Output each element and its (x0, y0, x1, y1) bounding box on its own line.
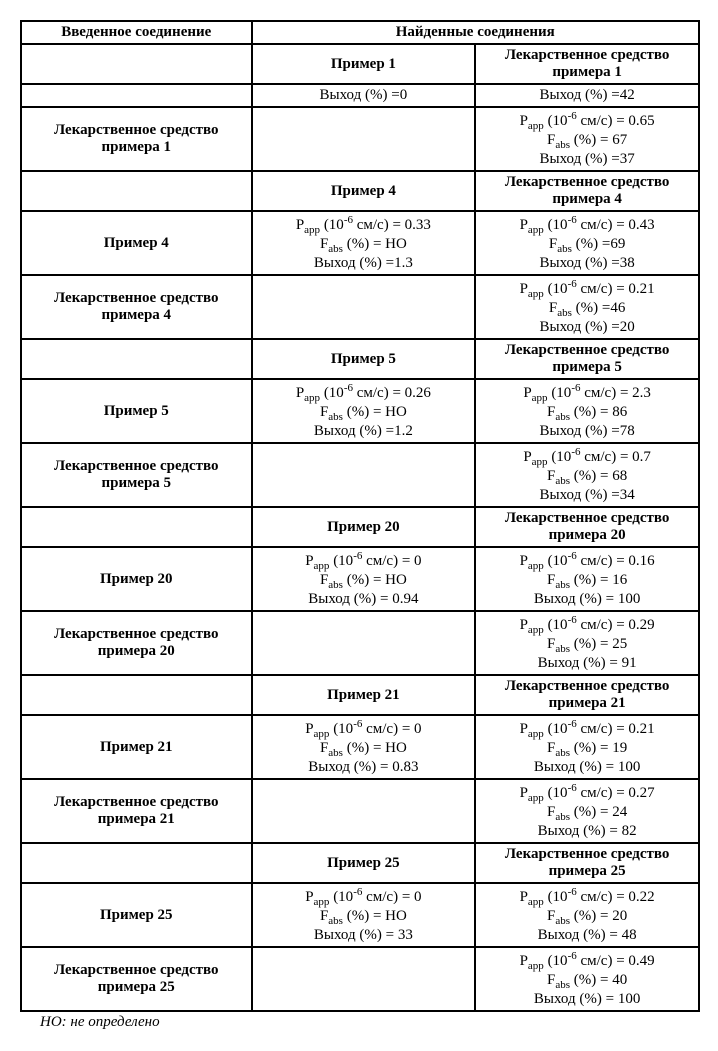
cell-col2: Papp (10-6 см/с) = 0.21Fabs (%) =46Выход… (475, 275, 699, 339)
section-col1-header: Пример 5 (252, 339, 476, 379)
section-col1-header: Пример 21 (252, 675, 476, 715)
row-label: Лекарственное средство примера 20 (21, 611, 252, 675)
row-label: Пример 4 (21, 211, 252, 275)
cell-col1: Выход (%) =0 (252, 84, 476, 107)
header-found: Найденные соединения (252, 21, 699, 44)
cell-col1 (252, 779, 476, 843)
row-label: Лекарственное средство примера 5 (21, 443, 252, 507)
section-header-row: Пример 21Лекарственное средство примера … (21, 675, 699, 715)
cell-col1: Papp (10-6 см/с) = 0Fabs (%) = НОВыход (… (252, 547, 476, 611)
section-header-blank (21, 507, 252, 547)
section-col2-header: Лекарственное средство примера 25 (475, 843, 699, 883)
cell-col2: Papp (10-6 см/с) = 0.29Fabs (%) = 25Выхо… (475, 611, 699, 675)
cell-col2: Papp (10-6 см/с) = 0.16Fabs (%) = 16Выхо… (475, 547, 699, 611)
header-introduced: Введенное соединение (21, 21, 252, 44)
table-row: Лекарственное средство примера 4 Papp (10… (21, 275, 699, 339)
cell-col2: Papp (10-6 см/с) = 0.27Fabs (%) = 24Выхо… (475, 779, 699, 843)
table-row: Пример 20Papp (10-6 см/с) = 0Fabs (%) = … (21, 547, 699, 611)
section-col2-header: Лекарственное средство примера 20 (475, 507, 699, 547)
cell-col1 (252, 947, 476, 1011)
row-label: Лекарственное средство примера 1 (21, 107, 252, 171)
table-row: Лекарственное средство примера 1 Papp (10… (21, 107, 699, 171)
section-header-blank (21, 675, 252, 715)
row-label: Пример 25 (21, 883, 252, 947)
section-col2-header: Лекарственное средство примера 1 (475, 44, 699, 84)
table-row: Выход (%) =0Выход (%) =42 (21, 84, 699, 107)
row-label: Пример 21 (21, 715, 252, 779)
cell-col2: Papp (10-6 см/с) = 0.43Fabs (%) =69Выход… (475, 211, 699, 275)
row-label: Лекарственное средство примера 25 (21, 947, 252, 1011)
cell-col1 (252, 611, 476, 675)
section-header-row: Пример 1Лекарственное средство примера 1 (21, 44, 699, 84)
cell-col2: Papp (10-6 см/с) = 0.7Fabs (%) = 68Выход… (475, 443, 699, 507)
table-row: Пример 25Papp (10-6 см/с) = 0Fabs (%) = … (21, 883, 699, 947)
section-header-row: Пример 25Лекарственное средство примера … (21, 843, 699, 883)
footnote: НО: не определено (20, 1014, 698, 1031)
section-header-blank (21, 843, 252, 883)
row-label: Лекарственное средство примера 21 (21, 779, 252, 843)
table-row: Пример 21Papp (10-6 см/с) = 0Fabs (%) = … (21, 715, 699, 779)
section-col1-header: Пример 25 (252, 843, 476, 883)
row-label (21, 84, 252, 107)
table-row: Лекарственное средство примера 5 Papp (10… (21, 443, 699, 507)
section-header-row: Пример 4Лекарственное средство примера 4 (21, 171, 699, 211)
compounds-table: Введенное соединение Найденные соединени… (20, 20, 700, 1012)
cell-col2: Papp (10-6 см/с) = 0.65Fabs (%) = 67Выхо… (475, 107, 699, 171)
cell-col1: Papp (10-6 см/с) = 0Fabs (%) = НОВыход (… (252, 715, 476, 779)
section-col1-header: Пример 1 (252, 44, 476, 84)
row-label: Лекарственное средство примера 4 (21, 275, 252, 339)
table-body: Пример 1Лекарственное средство примера 1… (21, 44, 699, 1011)
table-row: Пример 4Papp (10-6 см/с) = 0.33Fabs (%) … (21, 211, 699, 275)
cell-col2: Papp (10-6 см/с) = 0.22Fabs (%) = 20Выхо… (475, 883, 699, 947)
row-label: Пример 20 (21, 547, 252, 611)
section-header-blank (21, 44, 252, 84)
section-col1-header: Пример 20 (252, 507, 476, 547)
row-label: Пример 5 (21, 379, 252, 443)
cell-col2: Выход (%) =42 (475, 84, 699, 107)
section-col2-header: Лекарственное средство примера 4 (475, 171, 699, 211)
cell-col1: Papp (10-6 см/с) = 0.33Fabs (%) = НОВыхо… (252, 211, 476, 275)
cell-col1 (252, 107, 476, 171)
section-header-blank (21, 171, 252, 211)
table-row: Лекарственное средство примера 21 Papp (1… (21, 779, 699, 843)
cell-col1: Papp (10-6 см/с) = 0Fabs (%) = НОВыход (… (252, 883, 476, 947)
section-header-blank (21, 339, 252, 379)
cell-col2: Papp (10-6 см/с) = 2.3Fabs (%) = 86Выход… (475, 379, 699, 443)
table-row: Лекарственное средство примера 25 Papp (1… (21, 947, 699, 1011)
cell-col1 (252, 443, 476, 507)
section-header-row: Пример 20Лекарственное средство примера … (21, 507, 699, 547)
table-row: Лекарственное средство примера 20 Papp (1… (21, 611, 699, 675)
cell-col1 (252, 275, 476, 339)
cell-col2: Papp (10-6 см/с) = 0.49Fabs (%) = 40Выхо… (475, 947, 699, 1011)
cell-col2: Papp (10-6 см/с) = 0.21Fabs (%) = 19Выхо… (475, 715, 699, 779)
section-col1-header: Пример 4 (252, 171, 476, 211)
table-header-row: Введенное соединение Найденные соединени… (21, 21, 699, 44)
section-col2-header: Лекарственное средство примера 21 (475, 675, 699, 715)
cell-col1: Papp (10-6 см/с) = 0.26Fabs (%) = НОВыхо… (252, 379, 476, 443)
table-row: Пример 5Papp (10-6 см/с) = 0.26Fabs (%) … (21, 379, 699, 443)
section-header-row: Пример 5Лекарственное средство примера 5 (21, 339, 699, 379)
section-col2-header: Лекарственное средство примера 5 (475, 339, 699, 379)
